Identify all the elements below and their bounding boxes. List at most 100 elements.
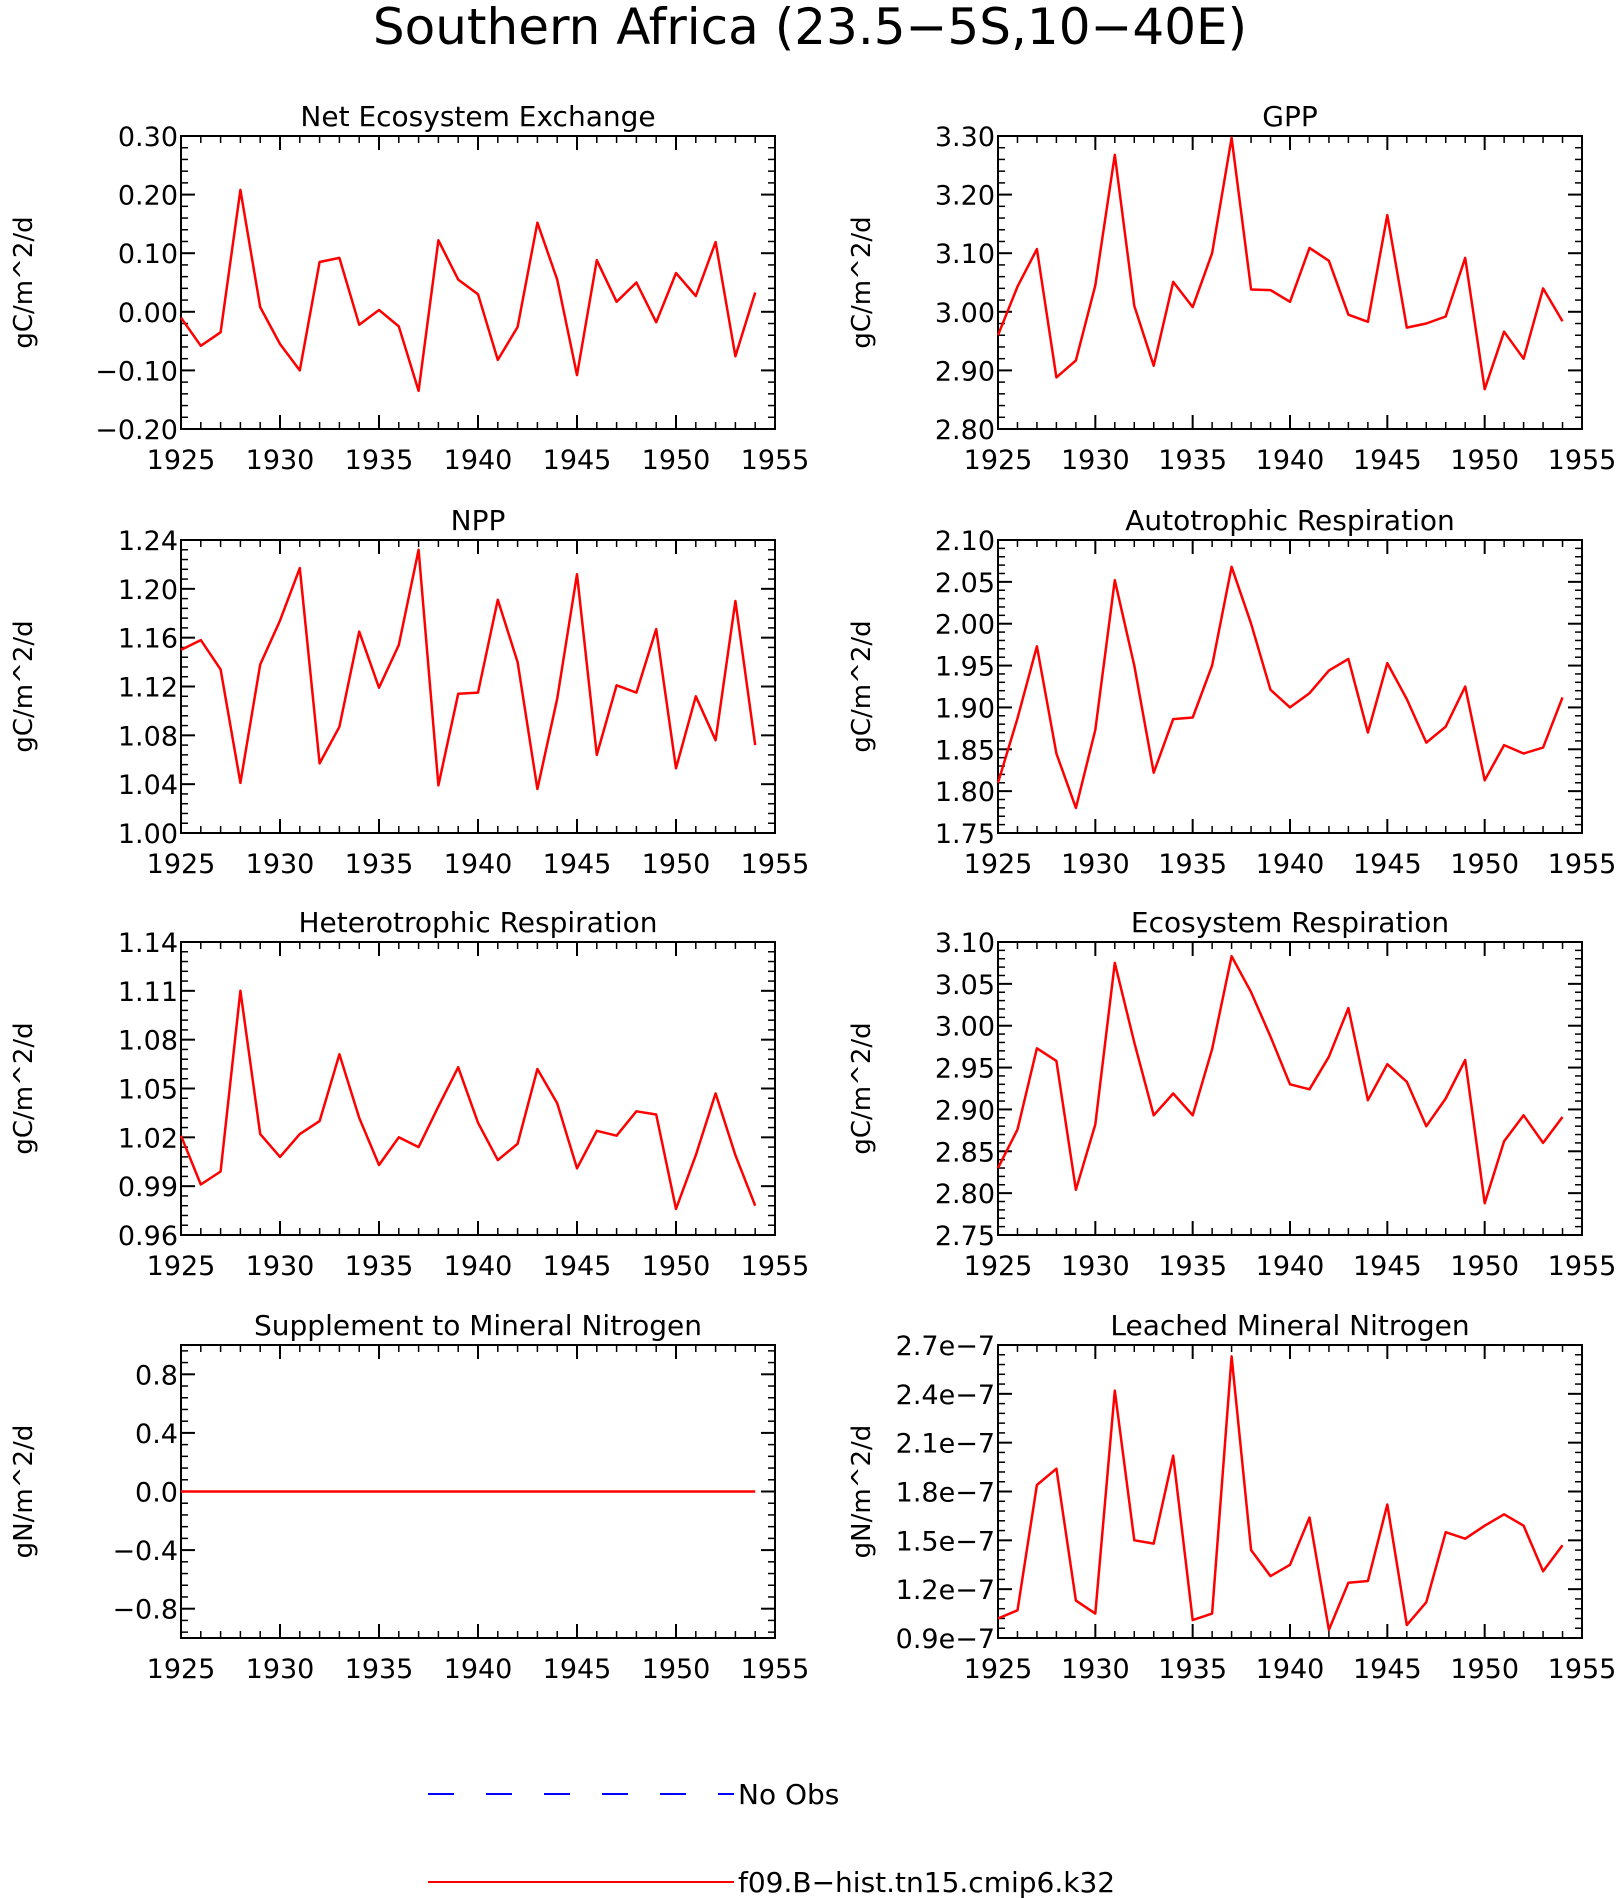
x-tick-label: 1945 — [543, 1251, 612, 1282]
x-tick-label: 1935 — [345, 1251, 414, 1282]
x-tick-label: 1945 — [1353, 849, 1422, 880]
y-tick-label: 2.4e−7 — [896, 1380, 995, 1411]
x-tick-label: 1955 — [1548, 445, 1617, 476]
y-tick-label: 1.12 — [118, 673, 178, 704]
panel-title: Supplement to Mineral Nitrogen — [254, 1309, 702, 1342]
y-tick-label: 3.10 — [935, 928, 995, 959]
chart-panel-1: 1925 1930 1935 1940 1945 1950 1955 −0.20 −0.10 0.… — [9, 100, 809, 476]
x-tick-label: 1935 — [1158, 1251, 1227, 1282]
y-tick-label: −0.8 — [112, 1595, 178, 1626]
y-axis-label: gC/m^2/d — [847, 1022, 877, 1154]
series-line-1 — [996, 565, 1564, 810]
y-tick-label: 1.24 — [118, 526, 178, 557]
x-tick-label: 1950 — [642, 445, 711, 476]
x-tick-label: 1955 — [1548, 849, 1617, 880]
panel-title: NPP — [451, 504, 506, 537]
x-tick-label: 1955 — [741, 1654, 810, 1685]
y-tick-label: −0.10 — [95, 356, 178, 387]
chart-panel-4: 1925 1930 1935 1940 1945 1950 1955 1.75 1.80 1.85… — [847, 504, 1616, 880]
legend-label-no-obs: No Obs — [738, 1778, 839, 1811]
y-tick-label: 2.80 — [935, 1179, 995, 1210]
x-tick-label: 1940 — [1256, 445, 1325, 476]
x-tick-label: 1950 — [642, 849, 711, 880]
y-tick-label: 0.4 — [135, 1419, 178, 1450]
x-tick-label: 1930 — [246, 445, 315, 476]
x-tick-label: 1945 — [1353, 1654, 1422, 1685]
figure-title: Southern Africa (23.5−5S,10−40E) — [373, 0, 1247, 56]
chart-panels: 1925 1930 1935 1940 1945 1950 1955 −0.20 −0.10 0.… — [9, 100, 1616, 1685]
panel-title: Autotrophic Respiration — [1125, 504, 1454, 537]
y-tick-label: 2.05 — [935, 568, 995, 599]
x-tick-label: 1950 — [1450, 445, 1519, 476]
y-axis-label: gN/m^2/d — [847, 1425, 877, 1559]
y-tick-label: 1.11 — [118, 977, 178, 1008]
chart-panel-5: 1925 1930 1935 1940 1945 1950 1955 0.96 0.99 1.02… — [9, 906, 809, 1282]
y-tick-label: 2.7e−7 — [896, 1331, 995, 1362]
x-tick-label: 1945 — [543, 1654, 612, 1685]
x-tick-label: 1930 — [1061, 1654, 1130, 1685]
y-tick-label: 1.08 — [118, 721, 178, 752]
y-tick-label: 1.04 — [118, 770, 178, 801]
y-tick-label: 3.00 — [935, 298, 995, 329]
y-axis-label: gC/m^2/d — [9, 620, 39, 752]
legend: No Obs f09.B−hist.tn15.cmip6.k32 — [428, 1778, 1115, 1898]
y-axis-label: gN/m^2/d — [9, 1425, 39, 1559]
y-tick-label: 1.08 — [118, 1026, 178, 1057]
panel-title: Net Ecosystem Exchange — [300, 100, 655, 133]
y-tick-label: 3.05 — [935, 970, 995, 1001]
x-tick-label: 1930 — [1061, 849, 1130, 880]
x-tick-label: 1925 — [964, 849, 1033, 880]
plot-frame — [180, 539, 776, 834]
x-tick-label: 1930 — [1061, 1251, 1130, 1282]
x-tick-label: 1925 — [147, 1654, 216, 1685]
y-tick-label: 1.14 — [118, 928, 178, 959]
y-tick-label: 1.5e−7 — [896, 1526, 995, 1557]
x-tick-label: 1940 — [444, 445, 513, 476]
x-tick-label: 1935 — [1158, 1654, 1227, 1685]
plot-frame — [180, 941, 776, 1236]
y-tick-label: 0.9e−7 — [896, 1624, 995, 1655]
y-tick-label: 1.90 — [935, 693, 995, 724]
x-tick-label: 1925 — [147, 445, 216, 476]
x-tick-label: 1930 — [246, 1654, 315, 1685]
y-tick-label: −0.4 — [112, 1536, 178, 1567]
y-tick-label: 1.02 — [118, 1123, 178, 1154]
chart-panel-7: 1925 1930 1935 1940 1945 1950 1955 −0.8 −0.4 0.0 0… — [9, 1309, 809, 1685]
y-tick-label: 2.90 — [935, 1095, 995, 1126]
chart-panel-2: 1925 1930 1935 1940 1945 1950 1955 2.80 2.90 3.00… — [847, 100, 1616, 476]
y-axis-label: gC/m^2/d — [9, 216, 39, 348]
y-tick-label: 3.00 — [935, 1012, 995, 1043]
x-tick-label: 1940 — [1256, 1251, 1325, 1282]
y-tick-label: 1.00 — [118, 819, 178, 850]
series-line-1 — [179, 989, 757, 1211]
y-tick-label: 0.20 — [118, 181, 178, 212]
y-tick-label: 0.96 — [118, 1221, 178, 1252]
x-tick-label: 1955 — [741, 445, 810, 476]
y-tick-label: 1.20 — [118, 575, 178, 606]
series-line-1 — [996, 954, 1564, 1205]
panel-title: GPP — [1262, 100, 1317, 133]
y-tick-label: 3.20 — [935, 181, 995, 212]
y-tick-label: 2.75 — [935, 1221, 995, 1252]
series-line-1 — [180, 548, 757, 791]
y-tick-label: 1.05 — [118, 1075, 178, 1106]
y-tick-label: 1.75 — [935, 819, 995, 850]
y-tick-label: 0.00 — [118, 298, 178, 329]
x-tick-label: 1950 — [1450, 1654, 1519, 1685]
x-tick-label: 1940 — [1256, 849, 1325, 880]
plot-frame — [997, 1344, 1583, 1639]
x-tick-label: 1945 — [543, 849, 612, 880]
chart-panel-6: 1925 1930 1935 1940 1945 1950 1955 2.75 2.80 2.85… — [847, 906, 1616, 1282]
x-tick-label: 1935 — [345, 445, 414, 476]
x-tick-label: 1950 — [642, 1251, 711, 1282]
x-tick-label: 1955 — [741, 1251, 810, 1282]
y-tick-label: 2.00 — [935, 610, 995, 641]
x-tick-label: 1925 — [964, 1654, 1033, 1685]
panel-title: Leached Mineral Nitrogen — [1110, 1309, 1469, 1342]
x-tick-label: 1940 — [1256, 1654, 1325, 1685]
x-tick-label: 1925 — [964, 445, 1033, 476]
y-axis-label: gC/m^2/d — [9, 1022, 39, 1154]
x-tick-label: 1955 — [741, 849, 810, 880]
y-tick-label: 0.8 — [135, 1360, 178, 1391]
